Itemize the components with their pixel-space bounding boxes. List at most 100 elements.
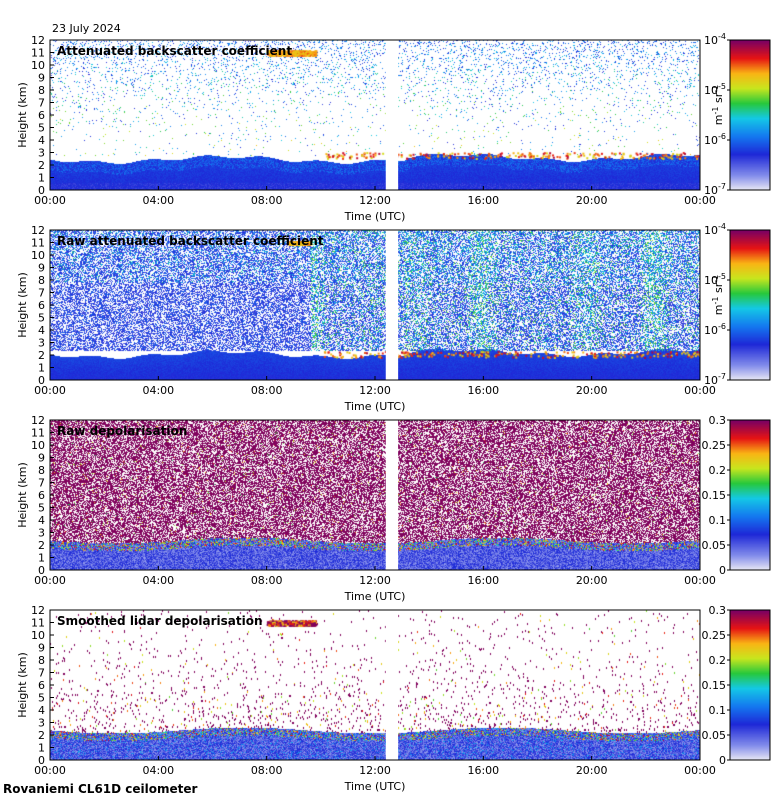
colorbar-tick-label: 10-4: [704, 222, 726, 237]
x-tick-label: 08:00: [251, 574, 283, 587]
y-tick-label: 5: [38, 122, 45, 135]
y-tick-label: 8: [38, 274, 45, 287]
data-gap: [385, 610, 399, 760]
y-tick-label: 7: [38, 287, 45, 300]
colorbar-tick-label: 0: [719, 754, 726, 767]
colorbar-tick-label: 0.15: [702, 679, 727, 692]
y-tick-label: 9: [38, 452, 45, 465]
y-tick-label: 3: [38, 527, 45, 540]
y-tick-label: 2: [38, 539, 45, 552]
y-tick-label: 9: [38, 72, 45, 85]
colorbar-gradient: [730, 610, 770, 760]
y-tick-label: 0: [38, 184, 45, 197]
colorbar: 0 0.05 0.1 0.15 0.2 0.25 0.3: [702, 604, 771, 767]
panel-title: Raw attenuated backscatter coefficient: [57, 234, 324, 248]
x-tick-label: 00:00: [684, 194, 716, 207]
panel-2: Raw attenuated backscatter coefficient01…: [16, 222, 771, 413]
y-tick-label: 8: [38, 654, 45, 667]
colorbar-frame: [729, 229, 771, 381]
x-tick-label: 16:00: [467, 384, 499, 397]
x-tick-label: 04:00: [142, 384, 174, 397]
date-label: 23 July 2024: [52, 22, 121, 35]
x-tick-label: 04:00: [142, 764, 174, 777]
y-tick-label: 1: [38, 552, 45, 565]
y-tick-label: 4: [38, 324, 45, 337]
colorbar-tick-label: 10-6: [704, 322, 726, 337]
y-tick-label: 4: [38, 514, 45, 527]
colorbar-tick-label: 0.05: [702, 539, 727, 552]
y-tick-label: 1: [38, 742, 45, 755]
colorbar-gradient: [730, 40, 770, 190]
x-tick-label: 00:00: [34, 764, 66, 777]
colorbar-tick-label: 0: [719, 564, 726, 577]
y-tick-label: 5: [38, 692, 45, 705]
y-axis-label: Height (km): [16, 272, 29, 338]
colorbar-tick-label: 0.3: [709, 604, 727, 617]
y-tick-label: 7: [38, 477, 45, 490]
x-tick-label: 12:00: [359, 194, 391, 207]
panel-title: Smoothed lidar depolarisation: [57, 614, 263, 628]
x-tick-label: 20:00: [576, 194, 608, 207]
x-tick-label: 12:00: [359, 574, 391, 587]
colorbar-gradient: [730, 230, 770, 380]
x-tick-label: 00:00: [684, 574, 716, 587]
y-tick-label: 11: [31, 237, 45, 250]
colorbar-unit-label: m-1 sr-1: [711, 275, 725, 315]
colorbar-tick-label: 10-7: [704, 182, 726, 197]
heatmap-image: [50, 40, 700, 190]
y-tick-label: 1: [38, 362, 45, 375]
colorbar: 10-7 10-6 10-5 10-4 m-1 sr-1: [704, 32, 771, 197]
y-tick-label: 7: [38, 667, 45, 680]
x-tick-label: 20:00: [576, 574, 608, 587]
y-tick-label: 11: [31, 617, 45, 630]
x-tick-label: 00:00: [684, 764, 716, 777]
colorbar-tick-label: 10-6: [704, 132, 726, 147]
panel-title: Attenuated backscatter coefficient: [57, 44, 292, 58]
colorbar-tick-label: 0.15: [702, 489, 727, 502]
heatmap-image: [50, 420, 700, 570]
y-tick-label: 10: [31, 629, 45, 642]
y-tick-label: 10: [31, 59, 45, 72]
y-tick-label: 12: [31, 34, 45, 47]
data-gap: [385, 420, 399, 570]
y-axis-label: Height (km): [16, 82, 29, 148]
y-tick-label: 3: [38, 717, 45, 730]
x-tick-label: 08:00: [251, 384, 283, 397]
y-tick-label: 12: [31, 414, 45, 427]
data-gap: [385, 40, 399, 190]
x-tick-label: 20:00: [576, 384, 608, 397]
y-tick-label: 11: [31, 427, 45, 440]
colorbar-unit-label: m-1 sr-1: [711, 85, 725, 125]
x-tick-label: 16:00: [467, 764, 499, 777]
colorbar-tick-label: 0.3: [709, 414, 727, 427]
y-tick-label: 10: [31, 249, 45, 262]
x-tick-label: 00:00: [684, 384, 716, 397]
x-tick-label: 04:00: [142, 574, 174, 587]
data-gap: [385, 230, 399, 380]
x-tick-label: 20:00: [576, 764, 608, 777]
panel-title: Raw depolarisation: [57, 424, 187, 438]
colorbar-tick-label: 0.1: [709, 514, 727, 527]
y-tick-label: 12: [31, 604, 45, 617]
colorbar-tick-label: 10-5: [704, 82, 726, 97]
colorbar-tick-label: 10-4: [704, 32, 726, 47]
panels: Attenuated backscatter coefficient012345…: [16, 32, 771, 793]
colorbar-tick-label: 0.1: [709, 704, 727, 717]
colorbar: 0 0.05 0.1 0.15 0.2 0.25 0.3: [702, 414, 771, 577]
x-axis-label: Time (UTC): [344, 400, 406, 413]
y-tick-label: 12: [31, 224, 45, 237]
x-tick-label: 08:00: [251, 194, 283, 207]
x-tick-label: 16:00: [467, 574, 499, 587]
x-tick-label: 08:00: [251, 764, 283, 777]
x-tick-label: 12:00: [359, 764, 391, 777]
y-tick-label: 5: [38, 502, 45, 515]
x-tick-label: 00:00: [34, 384, 66, 397]
y-tick-label: 4: [38, 704, 45, 717]
colorbar-tick-label: 0.05: [702, 729, 727, 742]
panel-4: Smoothed lidar depolarisation01234567891…: [16, 604, 771, 793]
y-tick-label: 0: [38, 754, 45, 767]
panel-1: Attenuated backscatter coefficient012345…: [16, 32, 771, 223]
y-axis-label: Height (km): [16, 462, 29, 528]
y-tick-label: 8: [38, 464, 45, 477]
y-tick-label: 1: [38, 172, 45, 185]
